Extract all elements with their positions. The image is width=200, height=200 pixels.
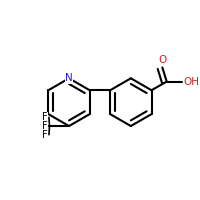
- Text: N: N: [65, 73, 73, 83]
- Text: OH: OH: [183, 77, 199, 87]
- Text: O: O: [158, 55, 166, 65]
- Text: F: F: [42, 130, 48, 140]
- Text: F: F: [42, 112, 48, 122]
- Text: F: F: [42, 121, 47, 131]
